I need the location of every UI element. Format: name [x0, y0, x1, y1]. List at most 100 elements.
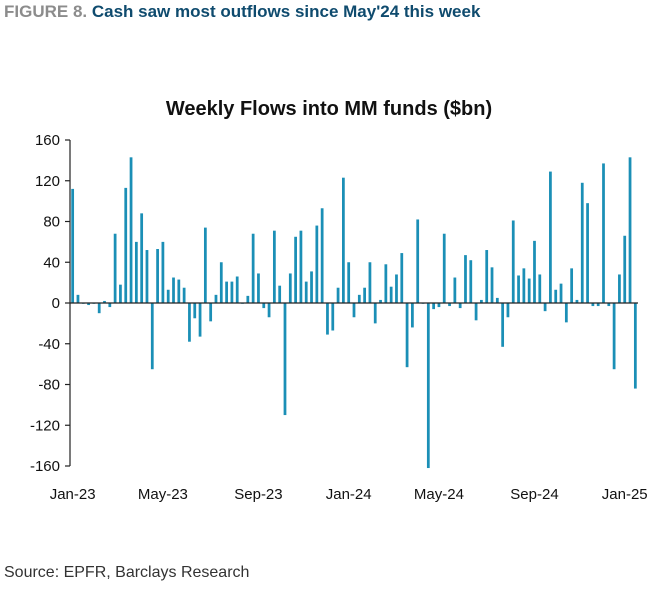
bar [596, 303, 600, 307]
bar [586, 203, 589, 303]
bar [161, 241, 165, 304]
bar [559, 283, 563, 303]
bar [124, 187, 128, 303]
bar [97, 303, 101, 314]
bar [517, 275, 520, 303]
chart-container: Weekly Flows into MM funds ($bn) -160 -12… [0, 90, 658, 510]
y-axis: -160 -120 -80 -40 0 40 80 120 160 [30, 132, 71, 475]
bar [533, 240, 536, 303]
bar [71, 188, 75, 303]
bar [134, 241, 138, 304]
bar [522, 268, 526, 303]
bar [299, 230, 303, 303]
bar [591, 303, 595, 307]
bar [612, 303, 616, 370]
bar [628, 157, 632, 303]
bar [129, 157, 133, 303]
bar [373, 303, 377, 324]
bar [182, 287, 186, 303]
bar [262, 303, 266, 309]
bar [538, 274, 542, 303]
bar [76, 294, 80, 303]
bar [294, 236, 297, 303]
bar [490, 267, 494, 303]
bar [363, 287, 366, 303]
bar [485, 250, 489, 303]
bar [506, 303, 510, 318]
y-tick-label: 80 [43, 214, 60, 231]
bar [395, 274, 398, 303]
bar [119, 284, 122, 303]
bar [103, 300, 106, 303]
y-tick-label: -120 [30, 417, 60, 434]
bar [554, 289, 558, 303]
bar [416, 219, 420, 303]
y-tick-label: -80 [38, 377, 60, 394]
bar [225, 281, 228, 303]
bar [618, 274, 621, 303]
bar [501, 303, 505, 347]
bar [527, 278, 531, 303]
bar [352, 303, 356, 318]
bar [480, 299, 483, 303]
bar [257, 273, 260, 303]
bar [389, 286, 393, 303]
bar [623, 235, 627, 303]
bar [193, 303, 197, 319]
y-tick-label: 40 [43, 254, 60, 271]
bar [331, 303, 335, 331]
bar [304, 281, 308, 303]
bar [474, 303, 478, 321]
bar [320, 208, 324, 303]
bar [570, 268, 574, 303]
x-tick-label: May-24 [414, 486, 464, 503]
bar-chart: -160 -120 -80 -40 0 40 80 120 160 Jan-23 May-23 Se… [30, 132, 648, 503]
bar [342, 177, 345, 303]
bar [368, 262, 372, 303]
bar [511, 220, 515, 303]
bar [203, 227, 207, 303]
bar [464, 255, 467, 303]
x-tick-label: May-23 [138, 486, 188, 503]
bar [426, 303, 430, 469]
y-tick-label: 120 [35, 173, 60, 190]
bar [108, 303, 112, 308]
x-tick-label: Sep-24 [510, 486, 558, 503]
bar [607, 303, 611, 307]
x-tick-label: Jan-23 [50, 486, 96, 503]
bar [156, 249, 159, 303]
bar [326, 303, 329, 335]
bar [432, 303, 436, 310]
bar [188, 303, 191, 342]
bar [357, 294, 361, 303]
bar [580, 182, 584, 303]
chart-title: Weekly Flows into MM funds ($bn) [165, 98, 493, 120]
bar [166, 289, 170, 303]
bar [310, 271, 313, 303]
bar [267, 303, 271, 318]
bar [336, 287, 340, 303]
bar [411, 303, 414, 328]
bar [219, 262, 223, 303]
bar [283, 303, 287, 416]
source-note: Source: EPFR, Barclays Research [4, 564, 250, 581]
bar [379, 299, 382, 303]
bar [87, 303, 90, 306]
x-tick-label: Sep-23 [234, 486, 282, 503]
bar [469, 260, 473, 303]
bar [251, 233, 255, 303]
bar [405, 303, 409, 368]
bar [575, 299, 579, 303]
bar [453, 277, 457, 303]
bar [198, 303, 202, 337]
bar [633, 303, 637, 389]
bar [278, 285, 282, 303]
bar [448, 303, 451, 307]
x-axis: Jan-23 May-23 Sep-23 Jan-24 May-24 Sep-24 Jan-… [50, 302, 648, 503]
y-tick-label: -40 [38, 336, 60, 353]
figure-label: FIGURE 8. [4, 2, 88, 21]
bar [177, 279, 181, 303]
bar [564, 303, 568, 323]
figure-title: FIGURE 8. Cash saw most outflows since M… [4, 2, 480, 22]
bar [172, 277, 175, 303]
